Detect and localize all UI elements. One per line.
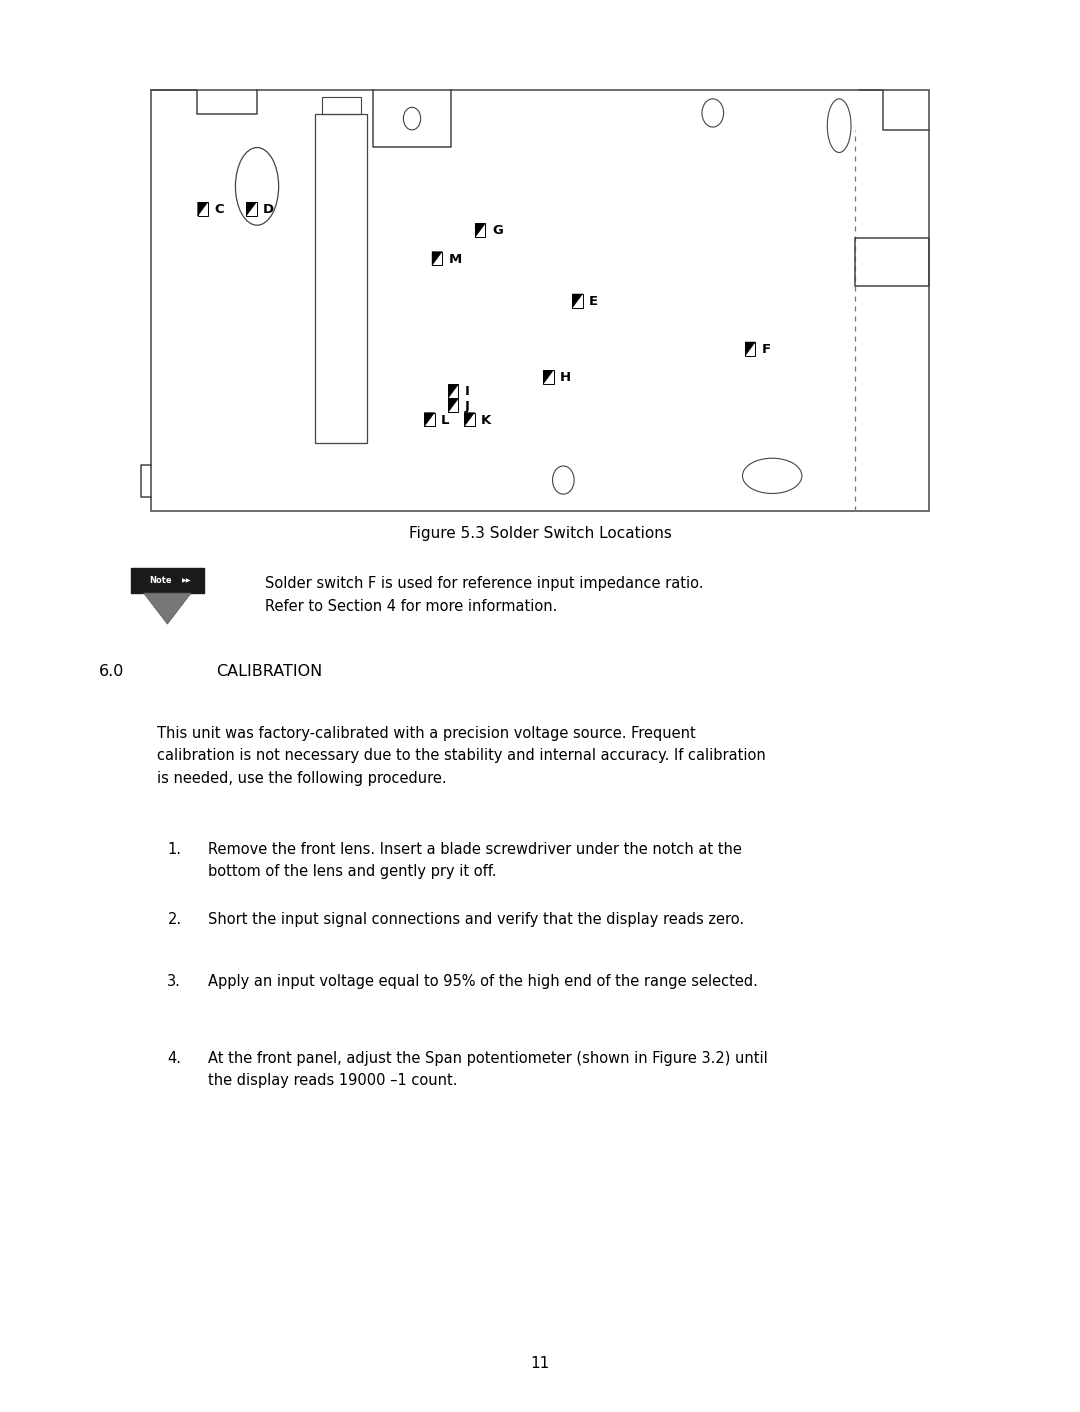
- Text: E: E: [590, 295, 598, 308]
- Text: 2.: 2.: [167, 912, 181, 928]
- Text: Remove the front lens. Insert a blade screwdriver under the notch at the
bottom : Remove the front lens. Insert a blade sc…: [208, 842, 742, 880]
- Polygon shape: [198, 202, 207, 216]
- Text: ▶▶: ▶▶: [183, 578, 191, 583]
- Text: K: K: [482, 414, 491, 426]
- Polygon shape: [543, 370, 554, 384]
- Polygon shape: [572, 294, 583, 308]
- Polygon shape: [745, 342, 755, 356]
- Text: G: G: [492, 225, 503, 237]
- Polygon shape: [448, 384, 458, 398]
- Text: Note: Note: [150, 576, 172, 585]
- Polygon shape: [246, 202, 257, 216]
- Bar: [315, 114, 367, 443]
- Polygon shape: [475, 223, 486, 237]
- Polygon shape: [432, 251, 443, 265]
- Bar: [131, 568, 204, 593]
- Text: J: J: [464, 400, 470, 412]
- Bar: [322, 97, 361, 114]
- Text: CALIBRATION: CALIBRATION: [216, 664, 322, 679]
- Text: Figure 5.3 Solder Switch Locations: Figure 5.3 Solder Switch Locations: [408, 527, 672, 541]
- Bar: [855, 237, 929, 287]
- Polygon shape: [424, 412, 435, 426]
- Text: At the front panel, adjust the Span potentiometer (shown in Figure 3.2) until
th: At the front panel, adjust the Span pote…: [208, 1051, 768, 1089]
- Text: I: I: [464, 385, 470, 398]
- Text: Apply an input voltage equal to 95% of the high end of the range selected.: Apply an input voltage equal to 95% of t…: [208, 974, 758, 990]
- Text: L: L: [442, 414, 449, 426]
- Bar: [151, 90, 929, 511]
- Text: M: M: [449, 253, 462, 265]
- Text: This unit was factory-calibrated with a precision voltage source. Frequent
calib: This unit was factory-calibrated with a …: [157, 726, 766, 785]
- Text: Solder switch F is used for reference input impedance ratio.
Refer to Section 4 : Solder switch F is used for reference in…: [265, 576, 703, 614]
- Polygon shape: [464, 412, 475, 426]
- Text: 4.: 4.: [167, 1051, 181, 1066]
- Text: F: F: [762, 343, 771, 356]
- Text: 1.: 1.: [167, 842, 181, 857]
- Polygon shape: [144, 593, 191, 624]
- Text: Short the input signal connections and verify that the display reads zero.: Short the input signal connections and v…: [208, 912, 744, 928]
- Text: H: H: [559, 371, 571, 384]
- Polygon shape: [448, 398, 458, 412]
- Text: D: D: [264, 203, 274, 216]
- Text: 6.0: 6.0: [99, 664, 124, 679]
- Text: 11: 11: [530, 1357, 550, 1371]
- Text: 3.: 3.: [167, 974, 181, 990]
- Text: C: C: [215, 203, 224, 216]
